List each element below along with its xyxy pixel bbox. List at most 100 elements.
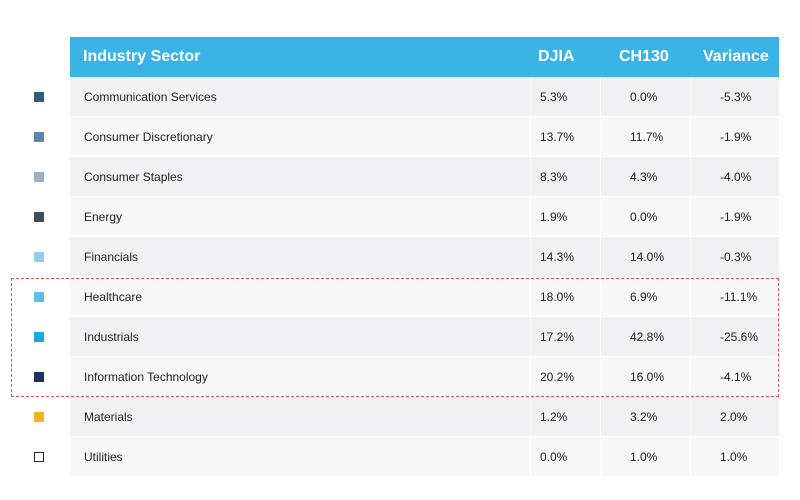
sector-name: Utilities (84, 450, 123, 464)
column-divider (690, 397, 691, 436)
ch130-value: 0.0% (630, 210, 658, 224)
column-divider (530, 277, 531, 316)
column-divider (690, 197, 691, 236)
row-background (70, 117, 779, 157)
color-swatch (34, 412, 44, 422)
sector-name: Information Technology (84, 370, 208, 384)
djia-value: 1.2% (540, 410, 568, 424)
color-swatch (34, 332, 44, 342)
djia-value: 17.2% (540, 330, 575, 344)
header-variance: Variance (703, 48, 769, 65)
color-swatch (34, 292, 44, 302)
column-divider (690, 117, 691, 156)
row-background (70, 357, 779, 397)
ch130-value: 11.7% (630, 130, 664, 144)
column-divider (530, 437, 531, 476)
row-background (70, 317, 779, 357)
column-divider (530, 117, 531, 156)
variance-value: -1.9% (720, 210, 752, 224)
column-divider (530, 357, 531, 396)
column-divider (690, 357, 691, 396)
color-swatch (34, 252, 44, 262)
ch130-value: 14.0% (630, 250, 665, 264)
column-divider (530, 317, 531, 356)
color-swatch (34, 452, 44, 462)
djia-value: 5.3% (540, 90, 568, 104)
column-divider (530, 157, 531, 196)
column-divider (600, 77, 601, 116)
djia-value: 0.0% (540, 450, 568, 464)
ch130-value: 42.8% (630, 330, 665, 344)
sector-name: Materials (84, 410, 133, 424)
column-divider (690, 157, 691, 196)
variance-value: -5.3% (720, 90, 752, 104)
column-divider (600, 117, 601, 156)
sector-name: Financials (84, 250, 139, 264)
ch130-value: 3.2% (630, 410, 658, 424)
variance-value: -4.1% (720, 370, 752, 384)
column-divider (600, 237, 601, 276)
table-row: Healthcare 18.0% 6.9% -11.1% (0, 277, 800, 317)
column-divider (600, 437, 601, 476)
ch130-value: 4.3% (630, 170, 658, 184)
djia-value: 1.9% (540, 210, 568, 224)
column-divider (600, 397, 601, 436)
column-divider (600, 277, 601, 316)
djia-value: 13.7% (540, 130, 575, 144)
variance-value: -1.9% (720, 130, 752, 144)
row-background (70, 237, 779, 277)
sector-name: Healthcare (84, 290, 143, 304)
variance-value: 1.0% (720, 450, 748, 464)
sector-name: Consumer Staples (84, 170, 183, 184)
ch130-value: 1.0% (630, 450, 658, 464)
row-background (70, 157, 779, 197)
row-background (70, 77, 779, 117)
djia-value: 8.3% (540, 170, 568, 184)
column-divider (600, 317, 601, 356)
column-divider (530, 77, 531, 116)
table-row: Financials 14.3% 14.0% -0.3% (0, 237, 800, 277)
header-industry-sector: Industry Sector (83, 48, 201, 65)
column-divider (690, 437, 691, 476)
row-background (70, 397, 779, 437)
ch130-value: 0.0% (630, 90, 658, 104)
color-swatch (34, 172, 44, 182)
row-background (70, 277, 779, 317)
table-row: Energy 1.9% 0.0% -1.9% (0, 197, 800, 237)
sector-name: Industrials (84, 330, 139, 344)
column-divider (530, 237, 531, 276)
table-row: Information Technology 20.2% 16.0% -4.1% (0, 357, 800, 397)
table-row: Consumer Discretionary 13.7% 11.7% -1.9% (0, 117, 800, 157)
column-divider (690, 277, 691, 316)
djia-value: 14.3% (540, 250, 575, 264)
djia-value: 20.2% (540, 370, 575, 384)
column-divider (530, 197, 531, 236)
variance-value: -0.3% (720, 250, 752, 264)
table-header: Industry Sector DJIA CH130 Variance (70, 37, 779, 77)
variance-value: -11.1% (720, 290, 758, 304)
table-row: Materials 1.2% 3.2% 2.0% (0, 397, 800, 437)
color-swatch (34, 372, 44, 382)
color-swatch (34, 92, 44, 102)
ch130-value: 16.0% (630, 370, 665, 384)
header-djia: DJIA (538, 48, 575, 65)
table-row: Industrials 17.2% 42.8% -25.6% (0, 317, 800, 357)
column-divider (690, 77, 691, 116)
column-divider (600, 157, 601, 196)
sector-name: Energy (84, 210, 123, 224)
column-divider (530, 397, 531, 436)
sector-name: Communication Services (84, 90, 217, 104)
variance-value: 2.0% (720, 410, 748, 424)
row-background (70, 197, 779, 237)
color-swatch (34, 212, 44, 222)
djia-value: 18.0% (540, 290, 575, 304)
column-divider (600, 357, 601, 396)
sector-name: Consumer Discretionary (84, 130, 213, 144)
ch130-value: 6.9% (630, 290, 658, 304)
row-background (70, 437, 779, 477)
table-row: Communication Services 5.3% 0.0% -5.3% (0, 77, 800, 117)
header-ch130: CH130 (619, 48, 669, 65)
table-row: Consumer Staples 8.3% 4.3% -4.0% (0, 157, 800, 197)
column-divider (690, 237, 691, 276)
